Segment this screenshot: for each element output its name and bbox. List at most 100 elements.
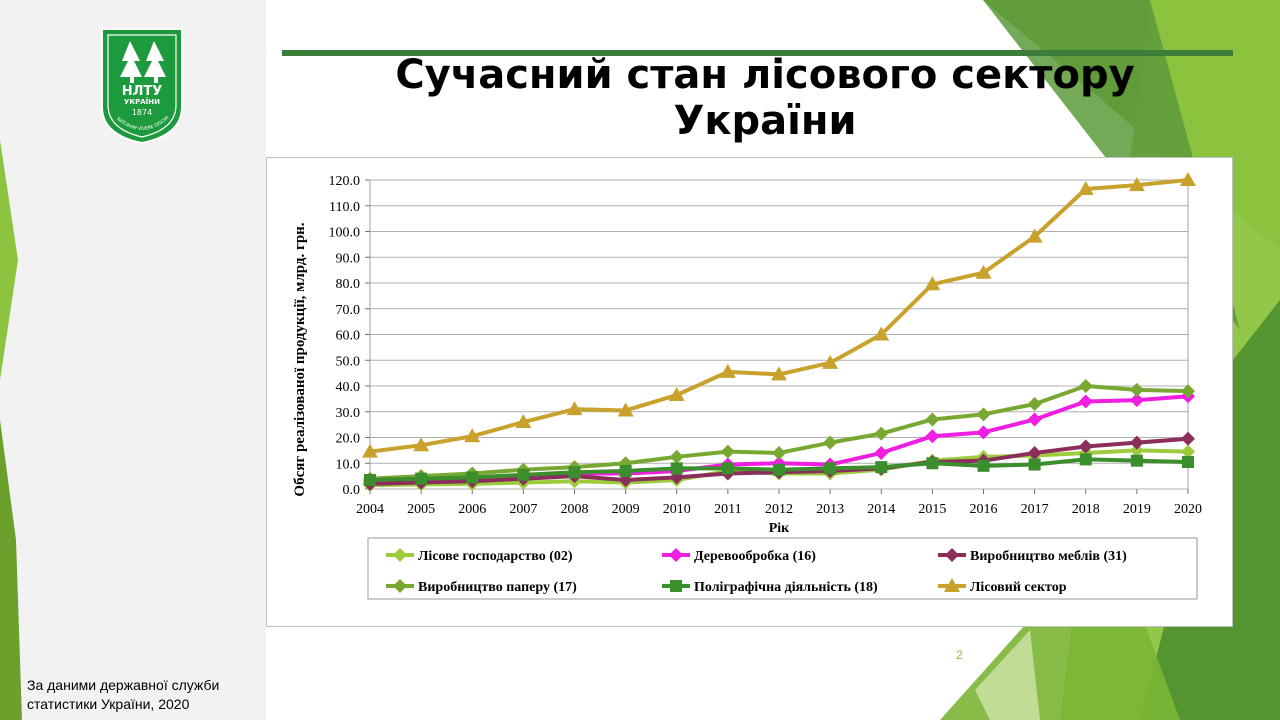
data-point — [1079, 453, 1092, 466]
legend-marker — [944, 578, 960, 592]
y-tick-label: 110.0 — [329, 200, 360, 215]
data-point — [975, 264, 992, 279]
x-tick-label: 2018 — [1072, 502, 1100, 517]
data-point — [976, 407, 991, 422]
x-tick-label: 2020 — [1174, 502, 1202, 517]
x-tick-label: 2011 — [714, 502, 741, 517]
x-tick-label: 2015 — [918, 502, 946, 517]
data-point — [874, 445, 889, 460]
data-point — [566, 401, 583, 416]
legend-label: Лісове господарство (02) — [418, 549, 573, 564]
data-point — [976, 425, 991, 440]
logo-sub-text: УКРАЇНИ — [124, 97, 160, 106]
data-point — [1128, 177, 1145, 192]
data-point — [873, 326, 890, 341]
x-tick-label: 2016 — [970, 502, 998, 517]
page-number: 2 — [956, 648, 963, 662]
data-point — [1129, 393, 1144, 408]
legend-label: Виробництво меблів (31) — [970, 549, 1127, 564]
logo-year-text: 1874 — [132, 108, 152, 117]
x-tick-label: 2007 — [509, 502, 537, 517]
data-point — [1181, 444, 1195, 459]
y-tick-label: 40.0 — [336, 380, 361, 395]
x-tick-label: 2019 — [1123, 502, 1151, 517]
data-point — [668, 387, 685, 402]
data-point — [1129, 382, 1144, 397]
x-tick-label: 2014 — [867, 502, 895, 517]
data-point — [568, 466, 581, 479]
data-point — [823, 435, 838, 450]
data-point — [924, 276, 941, 291]
y-tick-label: 10.0 — [336, 457, 361, 472]
data-point — [362, 443, 378, 458]
data-point — [875, 461, 888, 474]
data-point — [721, 462, 734, 475]
legend-marker — [393, 579, 407, 593]
x-tick-label: 2008 — [561, 502, 589, 517]
data-point — [1182, 455, 1194, 468]
x-tick-label: 2012 — [765, 502, 793, 517]
data-point — [1129, 435, 1144, 450]
data-point — [772, 445, 786, 460]
data-point — [977, 459, 990, 472]
x-tick-label: 2010 — [663, 502, 691, 517]
y-tick-label: 60.0 — [336, 329, 361, 344]
title-rule — [282, 50, 1233, 56]
data-point — [617, 402, 634, 417]
data-point — [1078, 394, 1093, 409]
data-point — [771, 366, 787, 381]
data-point — [669, 449, 684, 464]
slide-title: Сучасний стан лісового сектору України — [395, 52, 1135, 144]
data-point — [925, 412, 940, 427]
x-tick-label: 2004 — [356, 502, 384, 517]
y-tick-label: 0.0 — [343, 483, 361, 498]
legend-marker — [393, 548, 407, 562]
x-tick-label: 2005 — [407, 502, 435, 517]
x-tick-label: 2006 — [458, 502, 486, 517]
data-point — [719, 363, 736, 378]
legend-label: Виробництво паперу (17) — [418, 580, 577, 595]
legend-marker — [670, 580, 682, 592]
y-tick-label: 50.0 — [336, 354, 361, 369]
data-point — [1181, 384, 1195, 399]
x-tick-label: 2017 — [1021, 502, 1049, 517]
data-point — [1130, 454, 1143, 467]
y-tick-label: 20.0 — [336, 432, 361, 447]
data-point — [773, 463, 785, 476]
data-point — [1027, 412, 1042, 427]
deco-shape-left-top — [0, 140, 18, 380]
data-point — [466, 471, 479, 484]
data-point — [1078, 439, 1093, 454]
logo-shield-icon: НЛТУ УКРАЇНИ 1874 AD NATURAM VIVERE DISC… — [98, 23, 183, 145]
data-point — [1026, 228, 1043, 243]
data-point — [364, 473, 376, 486]
x-tick-label: 2013 — [816, 502, 844, 517]
data-point — [670, 462, 683, 475]
data-point — [1027, 445, 1042, 460]
data-point — [464, 428, 481, 443]
legend-marker — [669, 548, 683, 562]
chart-panel: 0.0 10.0 20.0 30.0 40.0 50.0 60.0 70.0 80.0 90.0 1… — [266, 157, 1233, 627]
y-tick-label: 30.0 — [336, 406, 361, 421]
deco-shape-left-bottom — [0, 420, 22, 720]
data-point — [517, 468, 530, 481]
y-tick-label: 120.0 — [329, 174, 361, 189]
line-chart: 0.0 10.0 20.0 30.0 40.0 50.0 60.0 70.0 80.0 90.0 1… — [292, 172, 1202, 600]
y-axis-title: Обсяг реалізованої продукції, млрд. грн. — [292, 222, 308, 496]
logo-main-text: НЛТУ — [122, 84, 163, 99]
legend-label: Поліграфічна діяльність (18) — [694, 580, 878, 595]
legend-box — [367, 537, 1198, 600]
x-tick-label: 2009 — [612, 502, 640, 517]
data-point — [1078, 379, 1093, 393]
y-tick-label: 70.0 — [336, 303, 361, 318]
data-point — [1027, 397, 1042, 412]
y-tick-label: 80.0 — [336, 277, 361, 292]
data-point — [1077, 181, 1094, 196]
data-point — [413, 437, 430, 452]
deco-shape-bottom-faint — [975, 630, 1040, 720]
y-tick-label: 90.0 — [336, 251, 361, 266]
data-point — [925, 429, 940, 444]
legend-label: Лісовий сектор — [970, 580, 1067, 595]
data-point — [1028, 458, 1041, 471]
data-source-note: За даними державної служби статистики Ук… — [27, 677, 220, 712]
